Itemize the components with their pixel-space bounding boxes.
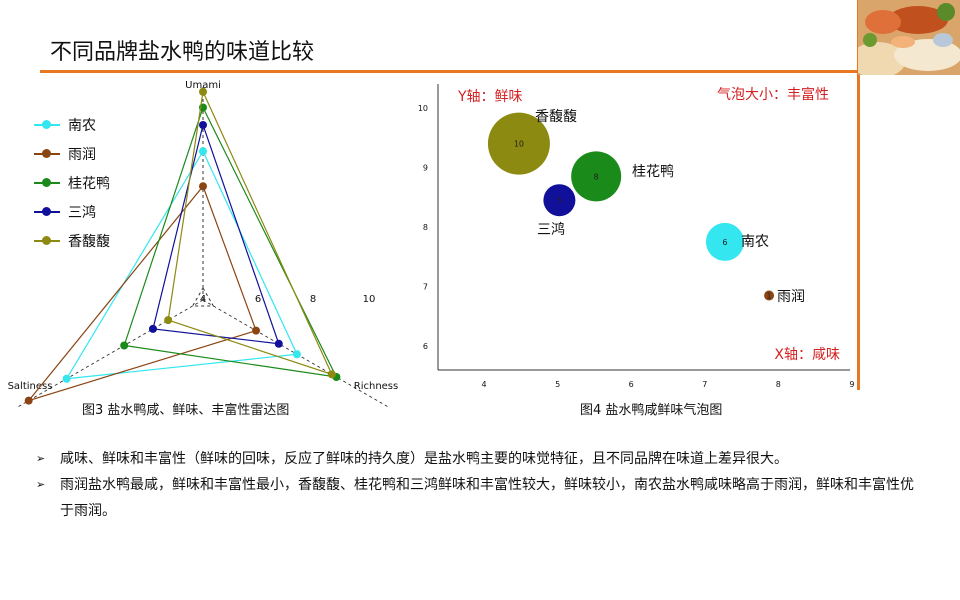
bubble-size-label: 5 [557,196,562,205]
bubble-series-label: 雨润 [777,289,805,305]
bullet-item: ➢ 咸味、鲜味和丰富性（鲜味的回味，反应了鲜味的持久度）是盐水鸭主要的味觉特征，… [36,446,926,472]
legend-item-sanhong: 三鸿 [32,197,110,226]
radar-point [274,339,283,348]
bubble-y-annotation: Y轴：鲜味 [457,89,523,105]
bubble-size-label: 6 [722,238,727,247]
arrow-bullet-icon: ➢ [36,452,46,465]
legend-item-xiangfufu: 香馥馥 [32,226,110,255]
legend-label: 三鸿 [68,204,96,221]
bullet-item: ➢ 雨润盐水鸭最咸，鲜味和丰富性最小，香馥馥、桂花鸭和三鸿鲜味和丰富性较大，鲜味… [36,472,926,524]
radar-series-line [167,89,333,376]
radar-legend: 南农 雨润 桂花鸭 三鸿 香馥馥 [32,110,110,255]
title-underline [40,70,860,73]
legend-label: 雨润 [68,146,96,163]
radar-point [199,121,207,129]
radar-tick-label: 10 [363,294,376,305]
radar-axis-label: Richness [354,381,398,392]
bubble-x-tick-label: 8 [776,380,781,389]
bubble-y-tick-label: 9 [423,163,428,172]
radar-point [292,350,301,359]
radar-series-line [27,185,257,402]
bubble-x-tick-label: 7 [702,380,707,389]
bubble-x-tick-label: 6 [629,380,634,389]
radar-point [148,324,157,333]
legend-label: 南农 [68,117,96,134]
bubble-size-label: 8 [594,172,599,181]
radar-point [120,341,129,350]
radar-point [199,87,207,96]
legend-item-yurun: 雨润 [32,139,110,168]
bubble-point [487,112,550,175]
bubble-point [764,290,775,301]
bubble-x-tick-label: 4 [482,380,487,389]
radar-tick-label: 6 [255,294,261,305]
radar-series-line [65,149,298,380]
bullet-text: 咸味、鲜味和丰富性（鲜味的回味，反应了鲜味的持久度）是盐水鸭主要的味觉特征，且不… [60,451,788,467]
bubble-x-tick-label: 5 [555,380,560,389]
bubble-point [543,184,576,217]
bubble-y-tick-label: 7 [423,283,428,292]
right-vertical-rule [857,0,860,390]
radar-point [199,182,207,191]
bubble-y-tick-label: 6 [423,342,428,351]
radar-inner-grid [191,286,215,307]
bubble-series-label: 桂花鸭 [632,164,674,180]
radar-point [62,374,71,383]
bubble-x-annotation: X轴：咸味 [774,347,840,363]
bubble-series-label: 三鸿 [537,221,565,238]
bubble-point [571,151,622,202]
bubble-point [705,222,744,261]
radar-point [24,396,33,405]
bubble-y-tick-label: 8 [423,223,428,232]
bubble-caption: 图4 盐水鸭咸鲜味气泡图 [580,403,723,418]
bubble-series-label: 南农 [741,234,769,250]
page-title: 不同品牌盐水鸭的味道比较 [50,40,315,65]
legend-label: 桂花鸭 [68,175,110,192]
bubble-x-tick-label: 9 [849,380,854,389]
legend-item-guihuaya: 桂花鸭 [32,168,110,197]
bullet-text: 雨润盐水鸭最咸，鲜味和丰富性最小，香馥馥、桂花鸭和三鸿鲜味和丰富性较大，鲜味较小… [60,477,914,519]
bubble-size-label: 10 [514,140,524,149]
radar-series-line [123,105,338,378]
arrow-bullet-icon: ➢ [36,478,46,491]
legend-item-nannong: 南农 [32,110,110,139]
radar-series-line [152,122,280,345]
radar-point [327,370,336,379]
radar-point [252,326,261,335]
radar-axis-label: Saltiness [8,381,53,392]
seafood-photo-image [858,0,960,75]
legend-label: 香馥馥 [68,233,110,250]
radar-tick-label: 4 [200,294,206,305]
radar-point [199,147,207,156]
bubble-size-annotation: 气泡大小：丰富性 [717,86,829,103]
bubble-series-label: 香馥馥 [535,108,577,125]
radar-point [164,316,173,325]
bubble-y-tick-label: 10 [418,104,428,113]
radar-tick-label: 8 [310,294,316,305]
bubble-size-label: 1 [767,292,772,301]
radar-caption: 图3 盐水鸭咸、鲜味、丰富性雷达图 [82,403,290,418]
summary-bullets: ➢ 咸味、鲜味和丰富性（鲜味的回味，反应了鲜味的持久度）是盐水鸭主要的味觉特征，… [36,446,926,524]
radar-axis-label: Umami [185,80,221,91]
